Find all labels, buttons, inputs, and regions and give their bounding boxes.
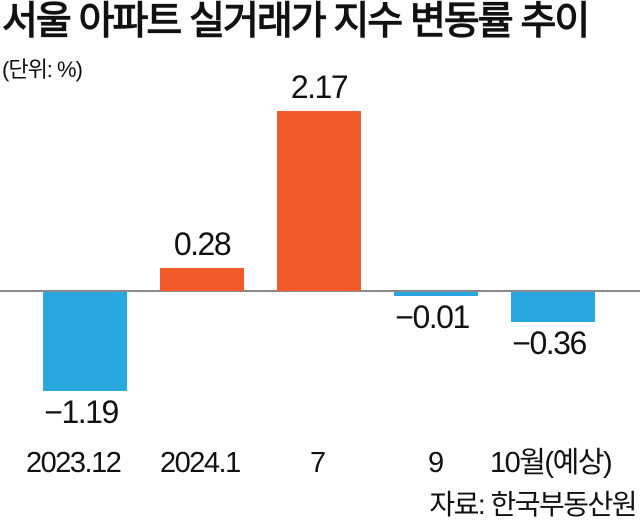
bar-2024-1 [160, 267, 244, 291]
chart-title: 서울 아파트 실거래가 지수 변동률 추이 [2, 0, 590, 43]
bar-2023-12 [43, 292, 127, 391]
value-label: −0.36 [512, 324, 587, 361]
value-label: −1.19 [44, 393, 119, 430]
zero-baseline [0, 290, 640, 292]
unit-label: (단위: %) [2, 57, 83, 82]
value-label: −0.01 [395, 299, 470, 335]
x-axis-label: 2024.1 [160, 447, 241, 479]
source-note: 자료: 한국부동산원 [429, 489, 637, 520]
bar-10-forecast [511, 292, 595, 322]
x-axis-label: 2023.12 [26, 447, 122, 479]
bar-9 [394, 292, 478, 296]
x-axis-label: 9 [428, 447, 444, 479]
value-label: 0.28 [173, 225, 232, 262]
bar-7 [277, 110, 361, 291]
x-axis-label: 10월(예상) [490, 447, 613, 479]
x-axis-label: 7 [310, 447, 326, 479]
value-label: 2.17 [290, 68, 349, 105]
